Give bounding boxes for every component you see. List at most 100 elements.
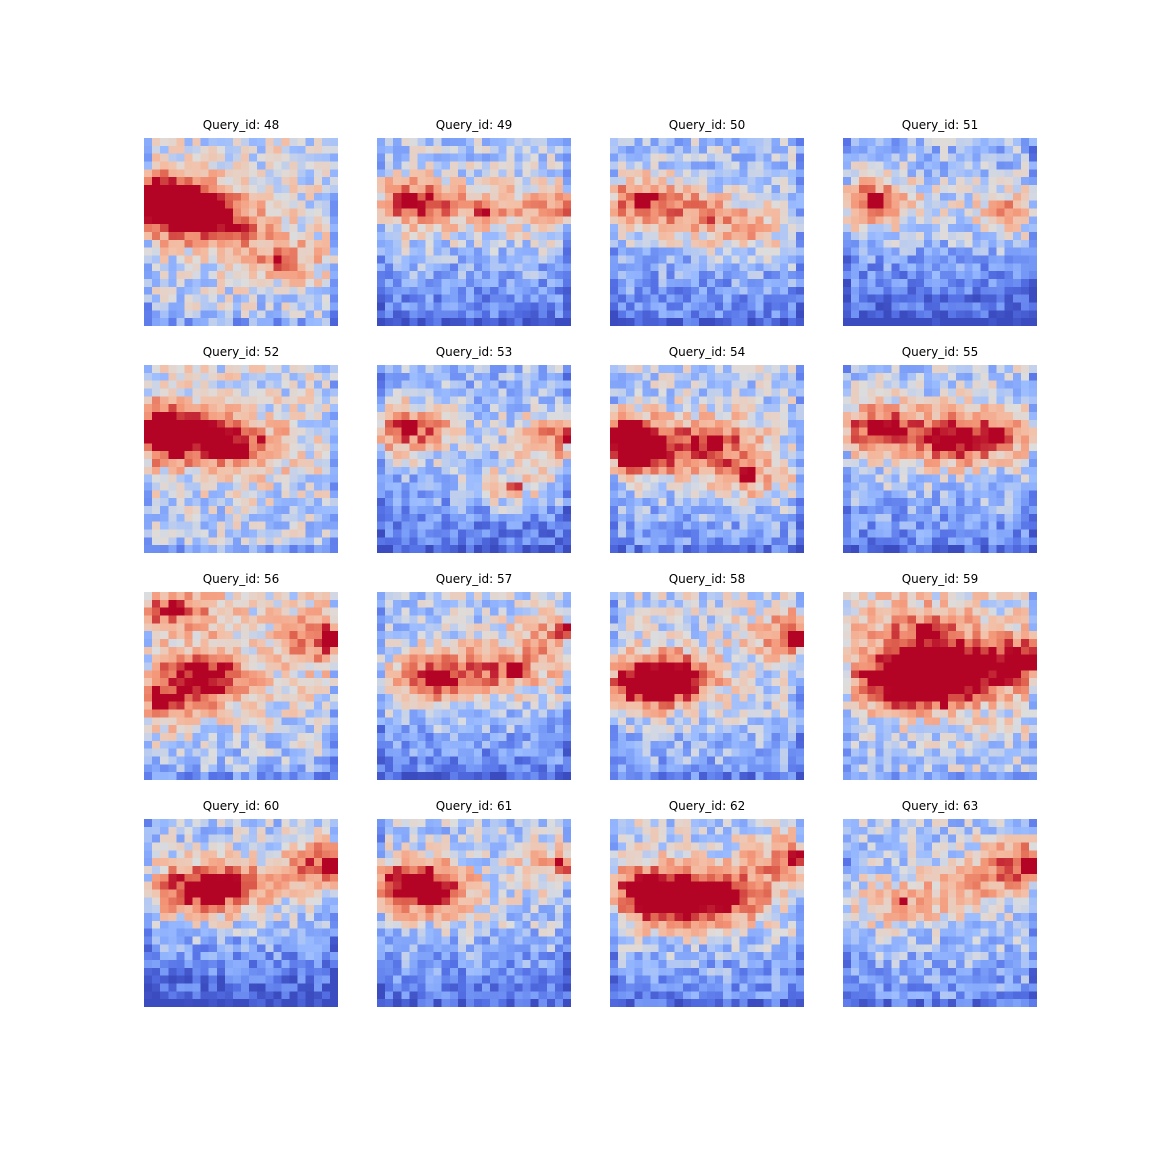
- heatmap-cell: [755, 294, 765, 303]
- heatmap-cell: [433, 216, 443, 225]
- heatmap-cell: [674, 216, 684, 225]
- heatmap-cell: [265, 498, 274, 507]
- heatmap-cell: [666, 459, 676, 468]
- heatmap-cell: [666, 263, 676, 272]
- heatmap-cell: [433, 145, 443, 155]
- heatmap-cell: [281, 529, 290, 538]
- heatmap-cell: [867, 545, 876, 553]
- heatmap-cell: [232, 678, 242, 687]
- heatmap-cell: [779, 490, 789, 499]
- heatmap-cell: [763, 412, 773, 421]
- heatmap-cell: [305, 662, 315, 671]
- heatmap-cell: [907, 310, 917, 319]
- heatmap-cell: [948, 459, 957, 468]
- heatmap-cell: [875, 271, 884, 280]
- heatmap-cell: [184, 427, 193, 436]
- heatmap-cell: [273, 521, 282, 530]
- heatmap-cell: [457, 482, 467, 491]
- heatmap-cell: [626, 466, 635, 476]
- heatmap-cell: [482, 247, 491, 256]
- heatmap-cell: [144, 459, 153, 468]
- heatmap-cell: [755, 286, 765, 296]
- heatmap-cell: [715, 239, 724, 249]
- heatmap-cell: [289, 255, 299, 264]
- heatmap-cell: [883, 145, 892, 155]
- heatmap-cell: [723, 490, 732, 499]
- heatmap-cell: [658, 286, 668, 296]
- heatmap-cell: [433, 169, 443, 178]
- heatmap-cell: [843, 192, 852, 202]
- heatmap-cell: [690, 208, 700, 217]
- heatmap-cell: [506, 216, 515, 225]
- heatmap-cell: [618, 294, 627, 303]
- heatmap-cell: [176, 294, 185, 303]
- heatmap-cell: [650, 380, 659, 389]
- heatmap-cell: [385, 247, 394, 256]
- heatmap-cell: [859, 466, 868, 476]
- heatmap-cell: [490, 396, 499, 405]
- heatmap-cell: [417, 294, 426, 303]
- heatmap-cell: [321, 474, 331, 483]
- heatmap-cell: [867, 216, 876, 225]
- heatmap-cell: [313, 388, 323, 397]
- heatmap-cell: [176, 459, 185, 468]
- heatmap-cell: [867, 537, 876, 546]
- heatmap-cell: [980, 286, 989, 296]
- heatmap-cell: [666, 279, 676, 288]
- heatmap-cell: [980, 200, 989, 209]
- heatmap-cell: [168, 279, 177, 288]
- heatmap-cell: [490, 145, 499, 155]
- heatmap-cell: [707, 208, 716, 217]
- heatmap-cell: [875, 459, 884, 468]
- heatmap-cell: [915, 239, 925, 249]
- heatmap-cell: [546, 192, 556, 202]
- heatmap-cell: [514, 545, 523, 553]
- heatmap-cell: [297, 427, 307, 436]
- heatmap-cell: [1012, 169, 1022, 178]
- heatmap-cell: [192, 286, 202, 296]
- heatmap-cell: [265, 169, 274, 178]
- heatmap-cell: [257, 239, 266, 249]
- heatmap-cell: [441, 529, 451, 538]
- heatmap-cell: [257, 615, 266, 624]
- heatmap-cell: [956, 498, 965, 507]
- heatmap-cell: [972, 185, 981, 194]
- heatmap-cell: [972, 177, 981, 186]
- heatmap-cell: [289, 177, 299, 186]
- heatmap-svg: [144, 592, 338, 780]
- heatmap-cell: [490, 506, 499, 515]
- heatmap-cell: [658, 435, 668, 444]
- heatmap-cell: [241, 396, 250, 405]
- heatmap-cell: [771, 513, 781, 523]
- heatmap-cell: [289, 279, 299, 288]
- heatmap-cell: [281, 646, 290, 656]
- heatmap-cell: [200, 247, 210, 256]
- heatmap-cell: [883, 427, 892, 436]
- heatmap-cell: [273, 216, 282, 225]
- heatmap-cell: [385, 396, 394, 405]
- heatmap-cell: [538, 138, 548, 147]
- heatmap-cell: [650, 365, 659, 374]
- heatmap-cell: [546, 200, 556, 209]
- heatmap-cell: [682, 263, 692, 272]
- heatmap-cell: [265, 506, 274, 515]
- heatmap-cell: [763, 466, 773, 476]
- heatmap-cell: [257, 646, 266, 656]
- heatmap-cell: [224, 498, 234, 507]
- heatmap-cell: [723, 412, 732, 421]
- heatmap-cell: [626, 271, 635, 280]
- heatmap-cell: [522, 208, 532, 217]
- heatmap-cell: [698, 537, 708, 546]
- heatmap-cell: [867, 138, 876, 147]
- heatmap-cell: [779, 380, 789, 389]
- heatmap-cell: [249, 216, 258, 225]
- heatmap-cell: [192, 693, 202, 703]
- heatmap-cell: [457, 177, 467, 186]
- heatmap-cell: [795, 224, 804, 233]
- heatmap-cell: [731, 208, 740, 217]
- heatmap-cell: [972, 474, 981, 483]
- heatmap-cell: [891, 474, 901, 483]
- heatmap-cell: [522, 380, 532, 389]
- heatmap-cell: [674, 263, 684, 272]
- heatmap-cell: [554, 474, 564, 483]
